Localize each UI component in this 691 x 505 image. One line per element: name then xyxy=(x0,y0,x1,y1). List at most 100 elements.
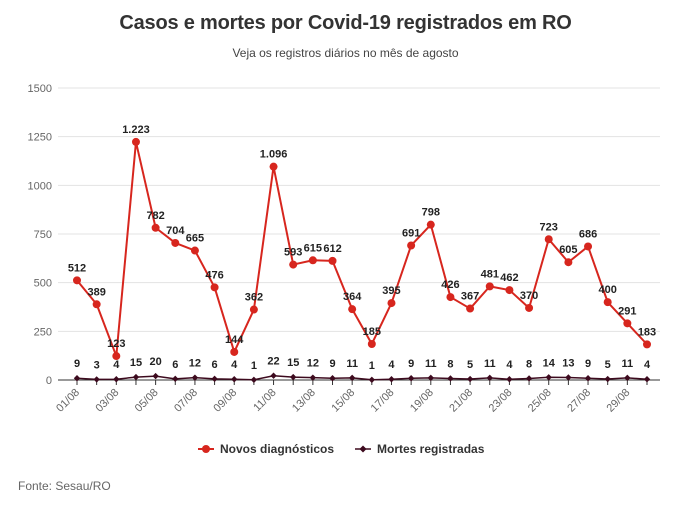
legend-deaths-label: Mortes registradas xyxy=(377,442,485,456)
cases-data-label: 362 xyxy=(245,292,263,304)
y-tick-label: 500 xyxy=(34,278,52,290)
x-tick-label: 03/08 xyxy=(93,387,121,415)
deaths-point xyxy=(172,375,179,383)
deaths-data-label: 9 xyxy=(408,358,414,370)
x-tick-label: 01/08 xyxy=(54,387,82,415)
cases-point xyxy=(171,238,180,247)
x-tick-label: 13/08 xyxy=(290,387,318,415)
cases-point xyxy=(387,299,396,308)
cases-point xyxy=(151,223,160,232)
y-tick-label: 1250 xyxy=(28,132,52,144)
x-tick-label: 25/08 xyxy=(526,387,554,415)
deaths-data-label: 8 xyxy=(447,358,453,370)
cases-data-label: 605 xyxy=(559,244,577,256)
deaths-point xyxy=(565,374,572,381)
cases-data-label: 512 xyxy=(68,262,86,274)
cases-point xyxy=(426,220,435,229)
deaths-data-label: 4 xyxy=(113,359,120,371)
x-tick-label: 11/08 xyxy=(251,387,278,414)
deaths-data-label: 4 xyxy=(231,359,238,371)
x-tick-label: 09/08 xyxy=(211,387,239,415)
cases-data-label: 185 xyxy=(363,326,381,338)
deaths-data-label: 4 xyxy=(388,359,395,371)
deaths-point xyxy=(73,375,81,382)
deaths-point xyxy=(368,376,376,384)
deaths-data-label: 5 xyxy=(467,359,473,371)
cases-data-label: 370 xyxy=(520,290,538,302)
cases-data-label: 476 xyxy=(205,269,223,281)
cases-point xyxy=(564,258,573,267)
deaths-data-label: 11 xyxy=(622,358,634,370)
deaths-data-label: 9 xyxy=(329,358,335,370)
deaths-point xyxy=(624,374,631,382)
deaths-data-label: 9 xyxy=(585,358,591,370)
deaths-point xyxy=(604,375,611,383)
line-chart: 0 250 500 750 1000 1250 1500 01/08 03/08 05/08 07/… xyxy=(28,83,660,456)
cases-point xyxy=(308,256,317,265)
deaths-point xyxy=(427,374,434,382)
cases-point xyxy=(446,293,455,302)
cases-data-label: 782 xyxy=(146,210,164,222)
deaths-point xyxy=(132,373,140,381)
deaths-data-label: 5 xyxy=(605,359,611,371)
deaths-data-label: 9 xyxy=(74,358,80,370)
cases-point xyxy=(643,340,651,349)
cases-point xyxy=(544,235,553,244)
deaths-data-label: 12 xyxy=(189,358,201,370)
y-tick-label: 250 xyxy=(34,326,52,338)
deaths-point xyxy=(152,372,159,380)
deaths-point xyxy=(486,374,493,382)
deaths-point xyxy=(329,375,336,382)
deaths-point xyxy=(250,376,258,384)
deaths-data-label: 20 xyxy=(149,356,161,368)
deaths-point xyxy=(191,374,199,381)
cases-point xyxy=(210,283,219,292)
x-tick-label: 07/08 xyxy=(172,387,200,415)
cases-point xyxy=(348,305,357,314)
cases-data-label: 691 xyxy=(402,227,420,239)
cases-data-label: 612 xyxy=(323,243,341,255)
cases-data-label: 400 xyxy=(599,284,617,296)
source-note: Fonte: Sesau/RO xyxy=(18,479,111,493)
cases-point xyxy=(603,298,612,307)
deaths-point xyxy=(407,375,415,382)
deaths-point xyxy=(93,376,100,383)
cases-point xyxy=(73,276,81,285)
cases-point xyxy=(230,347,239,356)
cases-point xyxy=(249,305,258,314)
cases-data-label: 615 xyxy=(304,242,322,254)
cases-data-label: 481 xyxy=(481,268,499,280)
deaths-data-label: 4 xyxy=(506,359,513,371)
cases-data-label: 291 xyxy=(618,305,636,317)
deaths-data-label: 1 xyxy=(251,360,257,372)
cases-point xyxy=(623,319,632,328)
legend-cases-marker xyxy=(202,445,210,453)
cases-data-label: 364 xyxy=(343,291,362,303)
legend-deaths-marker xyxy=(359,445,367,453)
legend-cases-label: Novos diagnósticos xyxy=(220,442,334,456)
x-tick-label: 29/08 xyxy=(605,387,633,415)
chart-title: Casos e mortes por Covid-19 registrados … xyxy=(119,12,572,34)
chart-subtitle: Veja os registros diários no mês de agos… xyxy=(232,46,459,60)
cases-data-label: 665 xyxy=(186,233,204,245)
cases-data-label: 389 xyxy=(87,286,105,298)
cases-data-label: 462 xyxy=(500,272,518,284)
cases-data-label: 593 xyxy=(284,247,302,259)
x-tick-label: 15/08 xyxy=(329,387,357,415)
cases-data-label: 123 xyxy=(107,338,125,350)
deaths-data-label: 11 xyxy=(425,358,437,370)
deaths-data-label: 6 xyxy=(212,359,218,371)
cases-point xyxy=(328,256,337,265)
deaths-data-label: 13 xyxy=(562,357,574,369)
cases-data-label: 686 xyxy=(579,228,597,240)
deaths-point xyxy=(231,376,238,383)
deaths-point xyxy=(388,376,395,383)
deaths-point xyxy=(348,374,356,382)
deaths-point xyxy=(643,376,651,383)
cases-data-label: 1.096 xyxy=(260,149,288,161)
cases-point xyxy=(584,242,593,251)
cases-data-label: 183 xyxy=(638,326,656,338)
deaths-data-label: 22 xyxy=(267,356,279,368)
deaths-data-label: 11 xyxy=(484,358,496,370)
cases-data-label: 723 xyxy=(540,221,558,233)
